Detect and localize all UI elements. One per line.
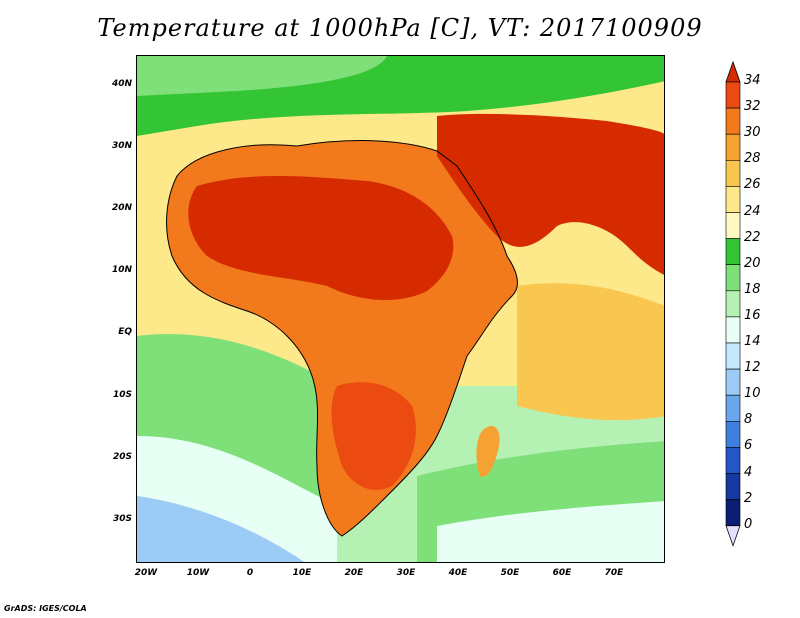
madagascar xyxy=(476,426,500,477)
colorbar-tick-label: 32 xyxy=(744,99,761,115)
southern-africa-hot xyxy=(331,382,416,490)
colorbar-tick-label: 4 xyxy=(744,464,753,480)
lat-label: 20N xyxy=(111,203,132,213)
lon-label: 10E xyxy=(292,568,312,578)
arabia-india-hot xyxy=(437,113,664,275)
colorbar-segment xyxy=(725,290,741,318)
lat-label: EQ xyxy=(118,327,132,337)
colorbar-tick-label: 6 xyxy=(744,438,753,454)
colorbar-arrow-top xyxy=(725,60,741,83)
lat-label: 10N xyxy=(111,265,132,275)
colorbar-segment xyxy=(725,107,741,135)
colorbar-segment xyxy=(725,394,741,422)
lat-label: 20S xyxy=(112,452,132,462)
indian-ocean-warm xyxy=(517,283,664,421)
lon-label: 10W xyxy=(186,568,210,578)
lon-label: 0 xyxy=(246,568,254,578)
colorbar-segment xyxy=(725,473,741,500)
colorbar-tick-label: 8 xyxy=(744,412,753,428)
colorbar-segment xyxy=(725,420,741,448)
colorbar-segment xyxy=(725,264,741,292)
south-atlantic-blue xyxy=(137,496,305,562)
colorbar-segment xyxy=(725,316,741,344)
map-title: Temperature at 1000hPa [C], VT: 20171009… xyxy=(97,14,703,42)
lon-label: 20E xyxy=(344,568,364,578)
lon-label: 50E xyxy=(500,568,520,578)
africa-coastline xyxy=(166,140,518,537)
colorbar-segment xyxy=(725,368,741,396)
lon-label: 20W xyxy=(134,568,158,578)
lat-label: 30N xyxy=(111,141,132,151)
colorbar-segment xyxy=(725,499,741,527)
south-indian-pale xyxy=(437,501,664,562)
colorbar-tick-label: 28 xyxy=(744,151,761,167)
colorbar-tick-label: 30 xyxy=(744,125,761,141)
lon-label: 70E xyxy=(604,568,624,578)
colorbar-tick-label: 10 xyxy=(744,386,761,402)
colorbar-tick-label: 22 xyxy=(744,229,761,245)
europe-cool xyxy=(137,56,387,96)
colorbar-tick-label: 14 xyxy=(744,334,761,349)
colorbar-tick-label: 24 xyxy=(744,203,761,219)
colorbar-tick-label: 26 xyxy=(744,177,761,193)
colorbar-segment xyxy=(725,212,741,239)
colorbar xyxy=(725,60,741,547)
colorbar-tick-label: 2 xyxy=(744,490,753,506)
credit-text: GrADS: IGES/COLA xyxy=(4,604,87,613)
colorbar-tick-label: 34 xyxy=(744,73,761,88)
colorbar-tick-label: 16 xyxy=(744,307,761,323)
colorbar-tick-label: 20 xyxy=(744,255,761,271)
colorbar-segment xyxy=(725,81,741,109)
lat-label: 10S xyxy=(112,390,132,400)
colorbar-tick-label: 18 xyxy=(744,281,761,297)
temperature-field xyxy=(137,56,664,562)
colorbar-tick-label: 12 xyxy=(744,360,761,376)
colorbar-segment xyxy=(725,160,741,187)
sahara-hot-core xyxy=(188,176,454,301)
colorbar-arrow-bottom xyxy=(725,525,741,547)
colorbar-segment xyxy=(725,342,741,370)
lat-label: 30S xyxy=(112,514,132,524)
colorbar-segment xyxy=(725,238,741,266)
colorbar-segment xyxy=(725,447,741,474)
lon-label: 40E xyxy=(448,568,468,578)
colorbar-tick-label: 0 xyxy=(744,516,753,532)
lon-label: 60E xyxy=(552,568,572,578)
colorbar-segment xyxy=(725,133,741,161)
lat-label: 40N xyxy=(111,79,132,89)
colorbar-segment xyxy=(725,186,741,213)
lon-label: 30E xyxy=(396,568,416,578)
temperature-map xyxy=(136,55,665,563)
